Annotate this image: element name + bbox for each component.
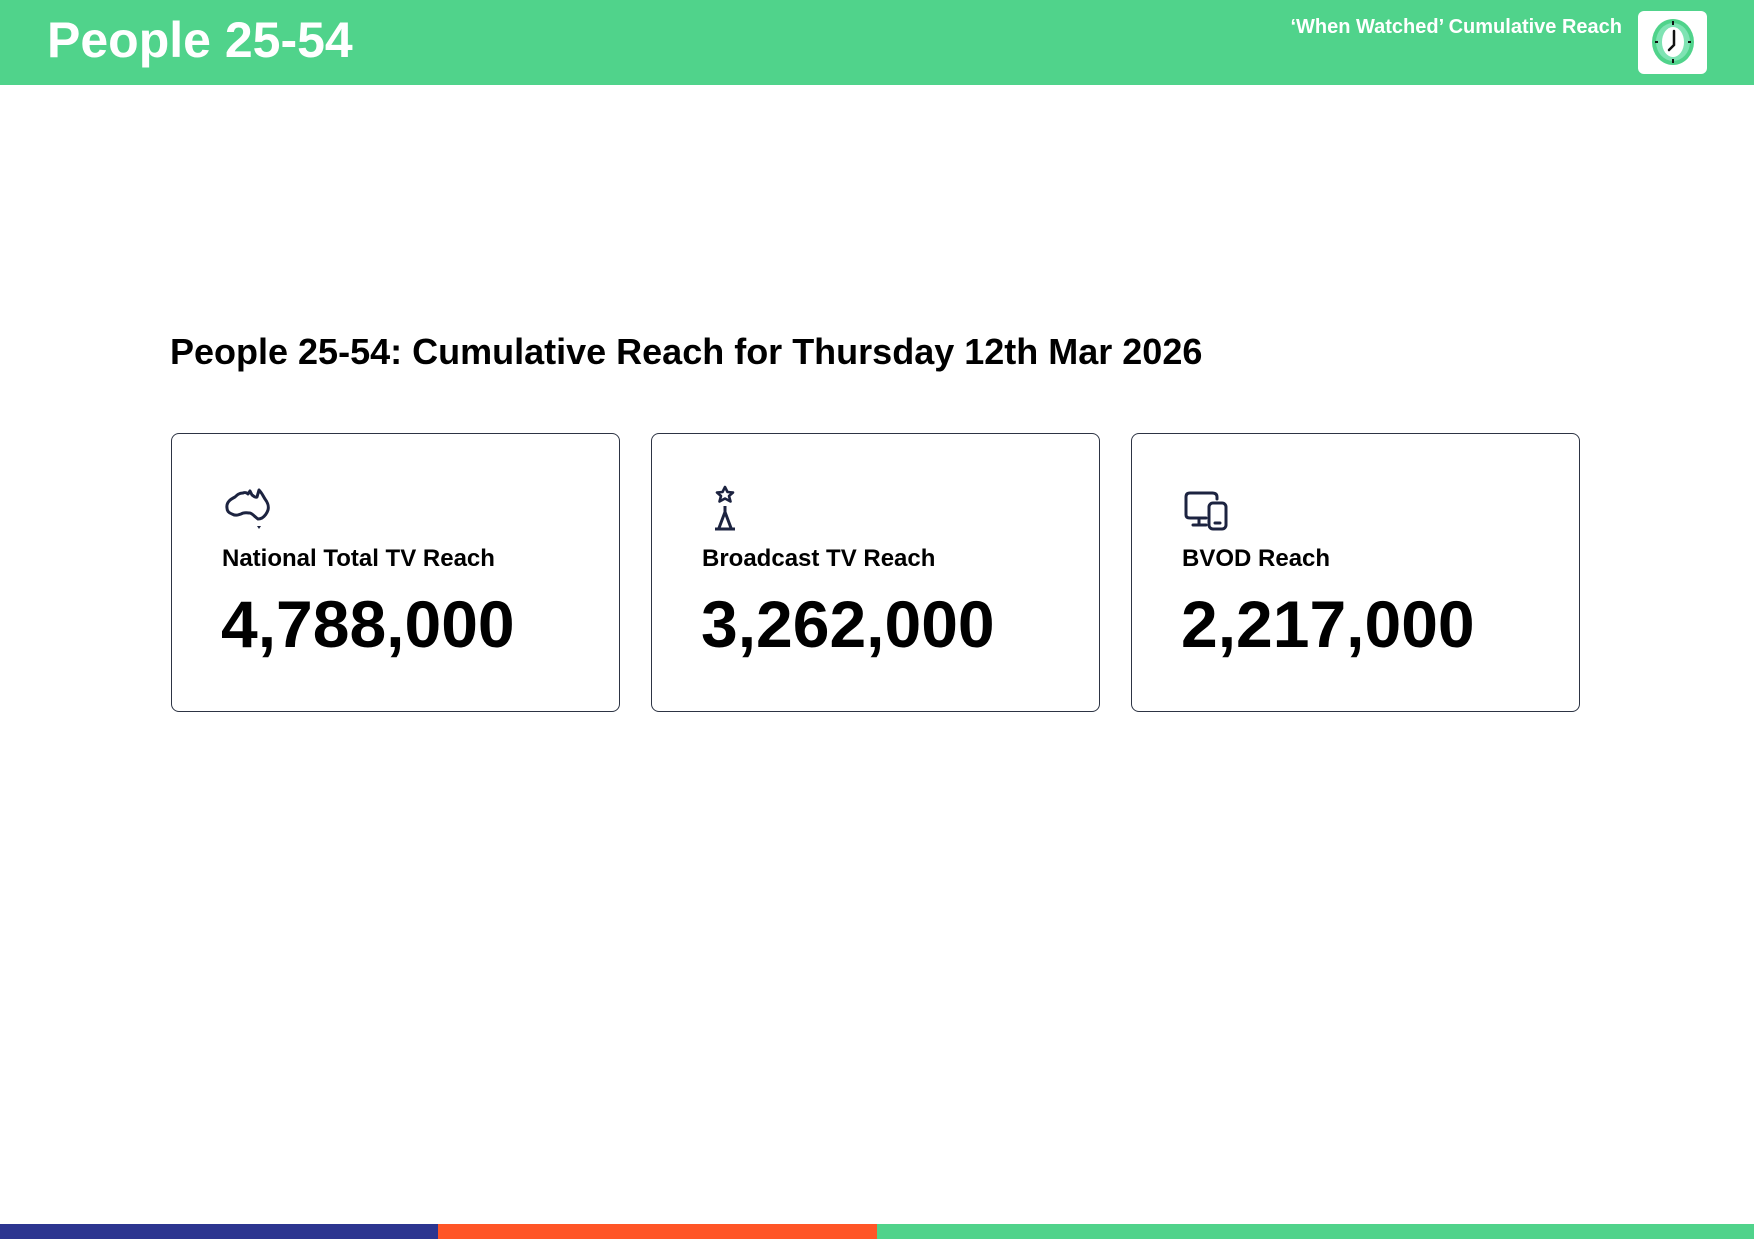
card-national-total-tv-reach: National Total TV Reach 4,788,000 <box>171 433 620 712</box>
card-label: Broadcast TV Reach <box>702 545 936 572</box>
clock-icon <box>1652 19 1694 65</box>
logo <box>1638 11 1707 74</box>
footer-bar-blue <box>0 1224 438 1239</box>
footer-bar-orange <box>438 1224 877 1239</box>
header-bar: People 25-54 ‘When Watched’ Cumulative R… <box>0 0 1754 85</box>
card-value: 4,788,000 <box>221 587 515 661</box>
card-broadcast-tv-reach: Broadcast TV Reach 3,262,000 <box>651 433 1100 712</box>
footer-bar-green <box>877 1224 1754 1239</box>
card-value: 2,217,000 <box>1181 587 1475 661</box>
card-label: National Total TV Reach <box>222 545 495 572</box>
card-label: BVOD Reach <box>1182 545 1331 572</box>
header-title: People 25-54 <box>47 12 353 68</box>
broadcast-tower-icon <box>715 485 735 531</box>
card-bvod-reach: BVOD Reach 2,217,000 <box>1131 433 1580 712</box>
australia-map-icon <box>225 488 270 529</box>
header-subtitle: ‘When Watched’ Cumulative Reach <box>1290 16 1622 38</box>
devices-icon <box>1184 491 1228 531</box>
page-title: People 25-54: Cumulative Reach for Thurs… <box>170 331 1203 372</box>
card-value: 3,262,000 <box>701 587 995 661</box>
